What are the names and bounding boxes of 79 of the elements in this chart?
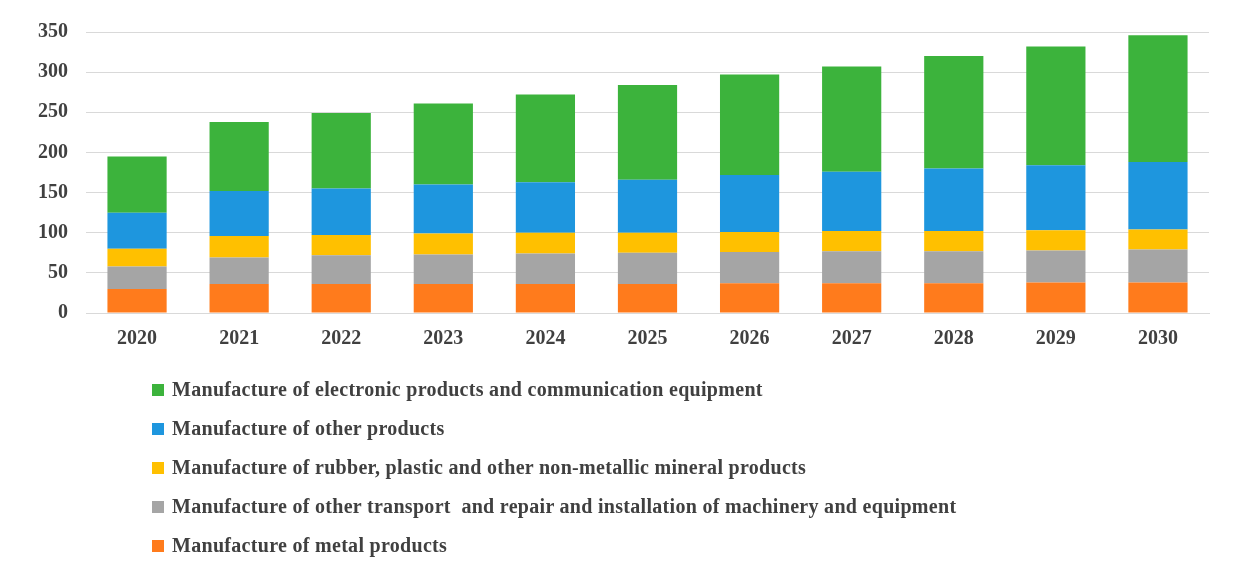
bar [311,113,371,189]
bar [1128,162,1188,230]
y-tick-label: 0 [58,300,68,323]
bar [1026,165,1086,231]
bar [515,284,576,313]
bar [617,232,678,253]
bar [311,255,371,285]
bar [719,251,780,284]
y-tick-label: 350 [38,19,68,42]
legend-label: Manufacture of other products [172,417,445,440]
bar [107,156,167,213]
bar [311,188,371,236]
bar [209,235,269,258]
bar [209,284,269,313]
bar [1128,249,1188,283]
bar [719,231,780,252]
bar [1128,35,1188,163]
bar [413,284,473,313]
legend-label: Manufacture of other transport and repair and installation of machinery and equipment [172,495,957,518]
bar [107,248,167,267]
x-tick-label: 2030 [1137,326,1178,349]
x-tick-label: 2025 [627,326,668,349]
bar [822,66,882,172]
bar [515,232,576,254]
bar [617,284,678,313]
legend-label: Manufacture of electronic products and communication equipment [172,378,763,401]
bar [515,253,576,285]
bar [515,94,576,183]
y-tick-label: 150 [38,179,68,202]
bar [822,231,882,252]
y-tick-label: 100 [38,219,68,242]
bar [413,254,473,285]
bar [1026,250,1086,283]
bar [924,168,984,232]
x-tick-label: 2027 [831,326,872,349]
y-tick-label: 200 [38,139,68,162]
bar [413,233,473,255]
bar [719,174,780,232]
x-tick-label: 2024 [525,326,566,349]
x-tick-label: 2022 [321,326,362,349]
bar [1026,46,1086,166]
y-tick-label: 50 [48,260,68,283]
legend-label: Manufacture of rubber, plastic and other non-metallic mineral products [172,456,807,479]
bar [413,103,473,185]
x-tick-label: 2026 [729,326,770,349]
bar [1128,282,1188,313]
y-tick-label: 300 [38,59,68,82]
bar [617,252,678,285]
x-tick-label: 2028 [933,326,974,349]
bar [311,284,371,313]
bar [1026,230,1086,251]
bar [719,74,780,175]
x-tick-label: 2020 [117,326,158,349]
bar [924,251,984,284]
x-tick-label: 2023 [423,326,464,349]
bar [209,121,269,191]
bar [617,84,678,180]
bar [822,283,882,313]
bar [924,231,984,252]
bar [107,212,167,249]
bar [515,182,576,233]
bar [413,184,473,234]
x-tick-label: 2029 [1035,326,1076,349]
bar [719,283,780,313]
bar [1026,282,1086,313]
bar [107,266,167,289]
bar [617,179,678,233]
bar [924,283,984,313]
bar [924,56,984,169]
x-tick-label: 2021 [219,326,260,349]
bar [209,190,269,236]
bar [822,171,882,232]
bar [1128,229,1188,250]
bar [209,257,269,285]
bar [107,288,167,313]
bar [822,251,882,284]
bar [311,235,371,256]
legend-label: Manufacture of metal products [172,534,448,557]
y-tick-label: 250 [38,99,68,122]
